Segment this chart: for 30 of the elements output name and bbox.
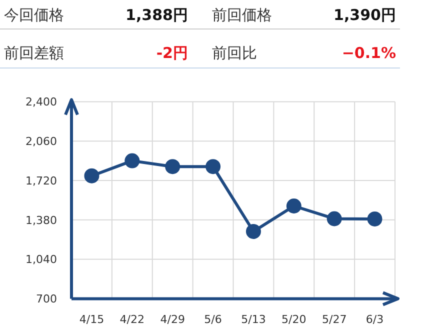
point <box>286 198 302 214</box>
text: 前回差額 <box>4 44 64 62</box>
text: 前回価格 <box>212 6 272 24</box>
text: 1,388円 <box>126 6 188 24</box>
y-tick-label: 1,720 <box>26 174 57 188</box>
point <box>206 159 221 174</box>
y-tick-label: 1,380 <box>26 214 57 227</box>
text: −0.1% <box>342 44 396 62</box>
x-tick-label: 5/27 <box>322 313 347 326</box>
x-tick-label: 4/15 <box>79 313 104 326</box>
x-tick-label: 4/22 <box>120 313 145 326</box>
point <box>165 159 180 174</box>
x-tick-label: 5/6 <box>204 313 222 326</box>
point <box>326 211 342 226</box>
point <box>367 211 382 226</box>
text: 前回比 <box>212 44 257 62</box>
text: 1,390円 <box>334 6 396 24</box>
text: 今回価格 <box>4 6 64 24</box>
y-tick-label: 2,060 <box>26 134 57 148</box>
y-tick-label: 2,400 <box>26 96 57 109</box>
point <box>84 168 100 184</box>
x-tick-label: 5/20 <box>282 313 306 326</box>
x-tick-label: 4/29 <box>160 313 185 326</box>
point <box>246 224 261 239</box>
text: -2円 <box>156 44 188 62</box>
x-tick-label: 5/13 <box>241 313 266 326</box>
y-tick-label: 700 <box>36 292 57 306</box>
x-tick-label: 6/3 <box>366 313 384 326</box>
y-tick-label: 1,040 <box>26 253 57 266</box>
point <box>124 153 140 168</box>
